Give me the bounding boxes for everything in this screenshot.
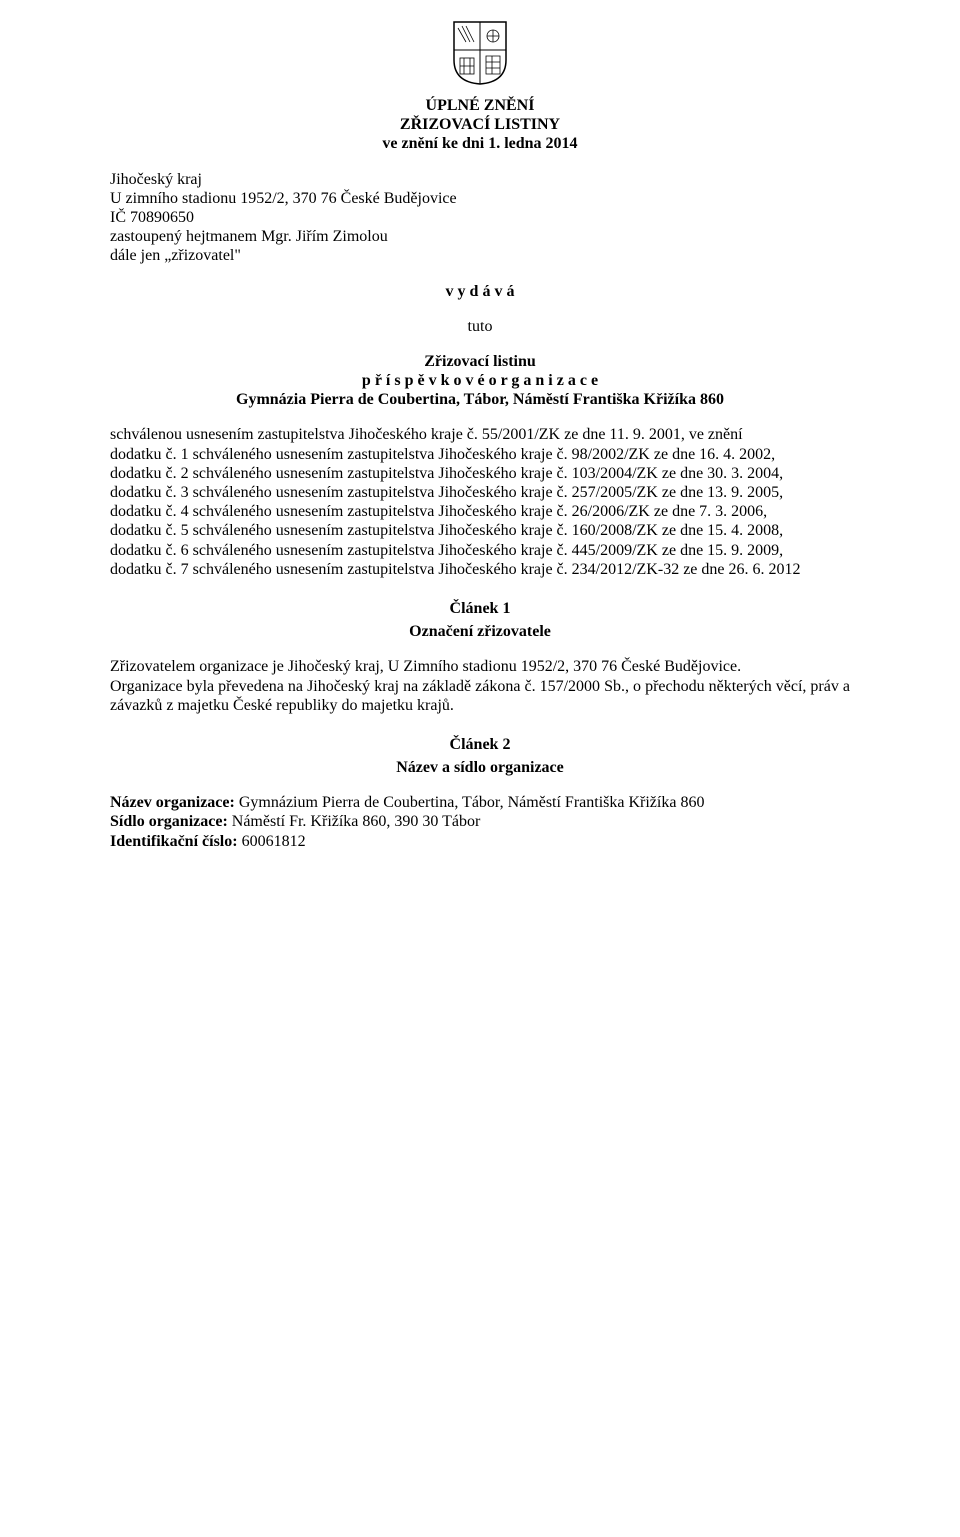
org-id-value: 60061812: [238, 833, 306, 850]
org-seat-value: Náměstí Fr. Křižíka 860, 390 30 Tábor: [228, 813, 481, 830]
issuer-line: zastoupený hejtmanem Mgr. Jiřím Zimolou: [110, 227, 850, 246]
charter-subtitle: p ř í s p ě v k o v é o r g a n i z a c …: [110, 371, 850, 390]
title-line-2: ZŘIZOVACÍ LISTINY: [110, 115, 850, 134]
tuto-text: tuto: [110, 317, 850, 336]
title-line-1: ÚPLNÉ ZNĚNÍ: [110, 96, 850, 115]
article-1-subtitle: Označení zřizovatele: [110, 622, 850, 641]
issuer-line: Jihočeský kraj: [110, 170, 850, 189]
article-1-p1: Zřizovatelem organizace je Jihočeský kra…: [110, 657, 850, 676]
article-1-title: Článek 1: [110, 599, 850, 618]
issuer-line: IČ 70890650: [110, 208, 850, 227]
issuer-block: Jihočeský kraj U zimního stadionu 1952/2…: [110, 170, 850, 266]
article-1-p2: Organizace byla převedena na Jihočeský k…: [110, 677, 850, 715]
vydava-text: v y d á v á: [110, 282, 850, 301]
org-name-line: Název organizace: Gymnázium Pierra de Co…: [110, 793, 850, 812]
title-line-3: ve znění ke dni 1. ledna 2014: [110, 134, 850, 153]
charter-org: Gymnázia Pierra de Coubertina, Tábor, Ná…: [110, 390, 850, 409]
issuer-line: dále jen „zřizovatel": [110, 246, 850, 265]
amendments-paragraph: schválenou usnesením zastupitelstva Jiho…: [110, 425, 850, 579]
document-title-block: ÚPLNÉ ZNĚNÍ ZŘIZOVACÍ LISTINY ve znění k…: [110, 96, 850, 154]
article-2-title: Článek 2: [110, 735, 850, 754]
org-seat-line: Sídlo organizace: Náměstí Fr. Křižíka 86…: [110, 812, 850, 831]
org-name-label: Název organizace:: [110, 794, 235, 811]
charter-title-block: Zřizovací listinu p ř í s p ě v k o v é …: [110, 352, 850, 410]
coat-of-arms-icon: [452, 20, 508, 86]
article-2-subtitle: Název a sídlo organizace: [110, 758, 850, 777]
document-page: ÚPLNÉ ZNĚNÍ ZŘIZOVACÍ LISTINY ve znění k…: [0, 0, 960, 1537]
org-id-label: Identifikační číslo:: [110, 833, 238, 850]
org-id-line: Identifikační číslo: 60061812: [110, 832, 850, 851]
org-name-value: Gymnázium Pierra de Coubertina, Tábor, N…: [235, 794, 705, 811]
org-seat-label: Sídlo organizace:: [110, 813, 228, 830]
charter-title: Zřizovací listinu: [110, 352, 850, 371]
issuer-line: U zimního stadionu 1952/2, 370 76 České …: [110, 189, 850, 208]
